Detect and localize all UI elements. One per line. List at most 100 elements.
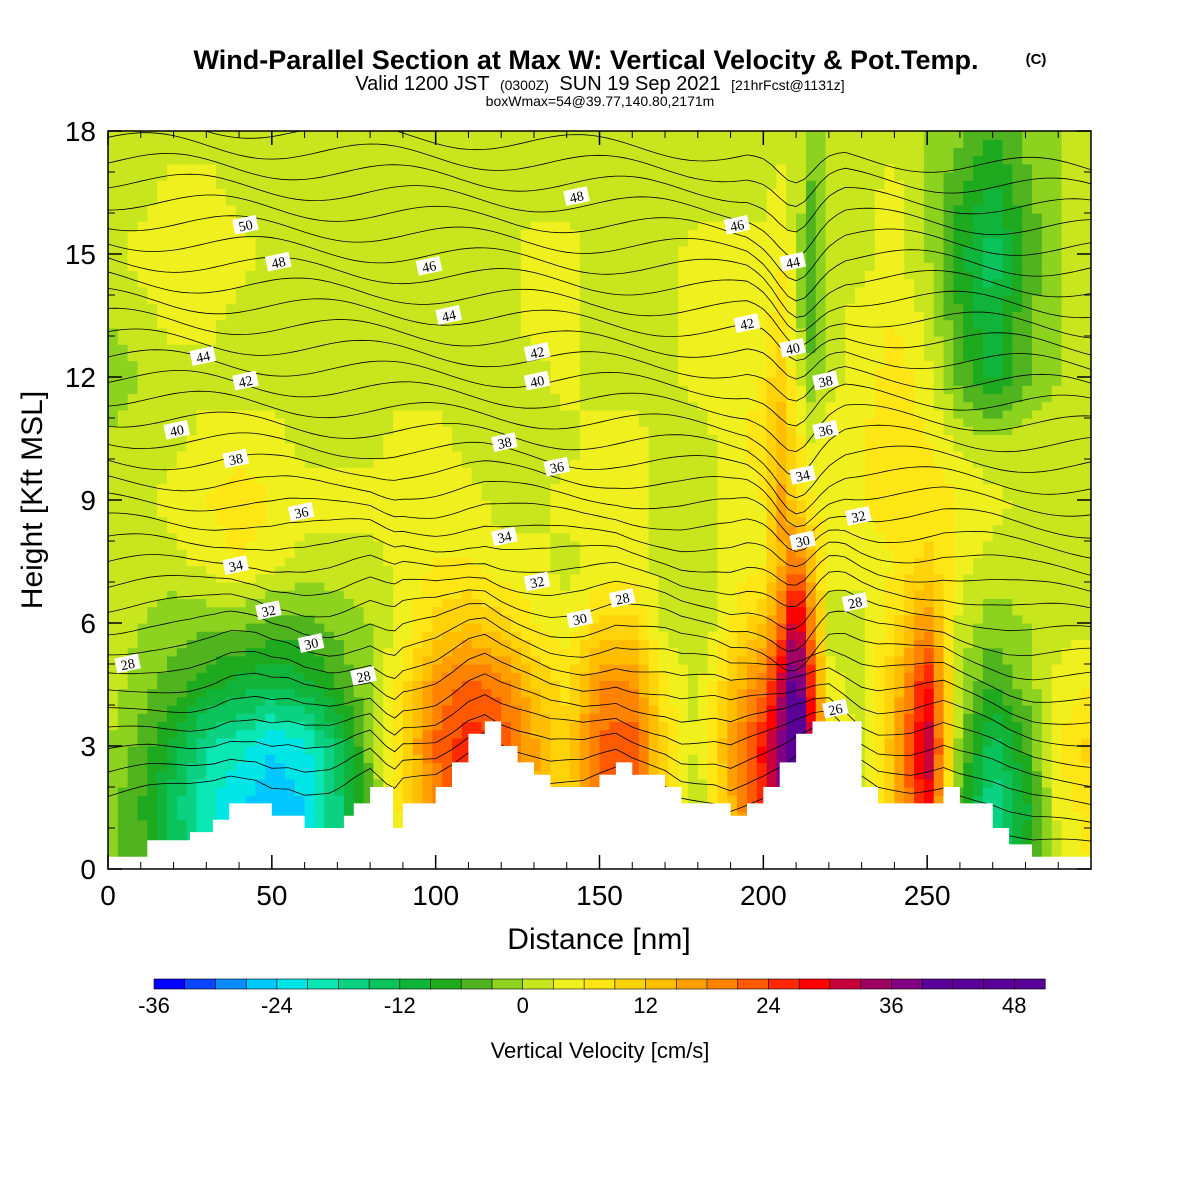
velocity-cell bbox=[491, 639, 502, 649]
velocity-cell bbox=[815, 491, 827, 501]
velocity-cell bbox=[746, 500, 758, 509]
velocity-cell bbox=[697, 639, 709, 649]
velocity-cell bbox=[166, 803, 178, 813]
velocity-cell bbox=[687, 795, 699, 804]
velocity-cell bbox=[550, 491, 561, 501]
velocity-cell bbox=[176, 819, 188, 829]
velocity-cell bbox=[756, 557, 768, 567]
velocity-cell bbox=[894, 647, 905, 657]
velocity-cell bbox=[894, 459, 905, 468]
velocity-cell bbox=[560, 713, 571, 722]
velocity-cell bbox=[1061, 746, 1072, 755]
velocity-cell bbox=[452, 524, 463, 534]
velocity-cell bbox=[402, 770, 414, 780]
velocity-cell bbox=[776, 746, 787, 755]
velocity-cell bbox=[756, 737, 768, 747]
velocity-cell bbox=[973, 680, 984, 690]
velocity-cell bbox=[992, 787, 1004, 796]
velocity-cell bbox=[196, 516, 207, 526]
velocity-cell bbox=[678, 721, 689, 731]
velocity-cell bbox=[992, 500, 1004, 509]
velocity-cell bbox=[294, 541, 306, 550]
velocity-cell bbox=[628, 680, 640, 690]
velocity-cell bbox=[461, 713, 473, 722]
velocity-cell bbox=[520, 664, 532, 673]
velocity-cell bbox=[776, 500, 787, 509]
velocity-cell bbox=[560, 754, 571, 763]
velocity-cell bbox=[412, 598, 424, 608]
velocity-cell bbox=[294, 680, 306, 690]
velocity-cell bbox=[638, 721, 650, 731]
velocity-cell bbox=[579, 573, 591, 583]
velocity-cell bbox=[373, 746, 384, 755]
velocity-cell bbox=[1032, 795, 1043, 804]
velocity-cell bbox=[363, 524, 375, 534]
velocity-cell bbox=[550, 770, 561, 780]
velocity-cell bbox=[992, 614, 1004, 624]
velocity-cell bbox=[884, 688, 895, 698]
velocity-cell bbox=[442, 672, 453, 681]
velocity-cell bbox=[786, 508, 797, 517]
velocity-cell bbox=[432, 778, 443, 788]
velocity-cell bbox=[825, 557, 837, 567]
velocity-cell bbox=[687, 500, 699, 509]
velocity-cell bbox=[314, 573, 325, 583]
velocity-cell bbox=[1012, 819, 1023, 829]
velocity-cell bbox=[697, 565, 709, 575]
velocity-cell bbox=[855, 713, 866, 722]
velocity-cell bbox=[786, 655, 797, 665]
velocity-cell bbox=[746, 475, 758, 485]
velocity-cell bbox=[363, 770, 375, 780]
velocity-cell bbox=[353, 639, 365, 649]
velocity-cell bbox=[501, 721, 512, 731]
velocity-cell bbox=[117, 696, 129, 706]
velocity-cell bbox=[560, 623, 571, 632]
velocity-cell bbox=[756, 606, 768, 616]
velocity-cell bbox=[511, 680, 522, 690]
velocity-cell bbox=[776, 729, 787, 739]
velocity-cell bbox=[914, 795, 925, 804]
velocity-cell bbox=[471, 500, 483, 509]
velocity-cell bbox=[402, 721, 414, 731]
velocity-cell bbox=[943, 770, 954, 780]
velocity-cell bbox=[737, 532, 748, 542]
velocity-cell bbox=[1022, 614, 1033, 624]
velocity-cell bbox=[570, 672, 581, 681]
velocity-cell bbox=[668, 459, 679, 468]
velocity-cell bbox=[638, 688, 650, 698]
velocity-cell bbox=[127, 778, 139, 788]
velocity-cell bbox=[186, 770, 198, 780]
velocity-cell bbox=[304, 811, 316, 821]
velocity-cell bbox=[973, 639, 984, 649]
velocity-cell bbox=[353, 787, 365, 796]
velocity-cell bbox=[766, 721, 778, 731]
velocity-cell bbox=[599, 647, 610, 657]
velocity-cell bbox=[1061, 647, 1072, 657]
velocity-cell bbox=[1032, 754, 1043, 763]
velocity-cell bbox=[943, 541, 954, 550]
velocity-cell bbox=[904, 647, 915, 657]
velocity-cell bbox=[1061, 737, 1072, 747]
velocity-cell bbox=[923, 664, 935, 673]
velocity-cell bbox=[353, 467, 365, 476]
velocity-cell bbox=[1051, 647, 1063, 657]
velocity-cell bbox=[638, 500, 650, 509]
velocity-cell bbox=[166, 655, 178, 665]
velocity-cell bbox=[383, 549, 394, 558]
velocity-cell bbox=[501, 647, 512, 657]
velocity-cell bbox=[284, 696, 296, 706]
velocity-cell bbox=[687, 532, 699, 542]
velocity-cell bbox=[511, 606, 522, 616]
velocity-cell bbox=[176, 639, 188, 649]
velocity-cell bbox=[766, 606, 778, 616]
velocity-cell bbox=[216, 746, 227, 755]
velocity-cell bbox=[1012, 582, 1023, 591]
velocity-cell bbox=[265, 508, 276, 517]
velocity-cell bbox=[265, 680, 276, 690]
velocity-cell bbox=[245, 688, 257, 698]
velocity-cell bbox=[943, 500, 954, 509]
velocity-cell bbox=[727, 598, 738, 608]
velocity-cell bbox=[491, 573, 502, 583]
velocity-cell bbox=[452, 532, 463, 542]
velocity-cell bbox=[609, 532, 620, 542]
